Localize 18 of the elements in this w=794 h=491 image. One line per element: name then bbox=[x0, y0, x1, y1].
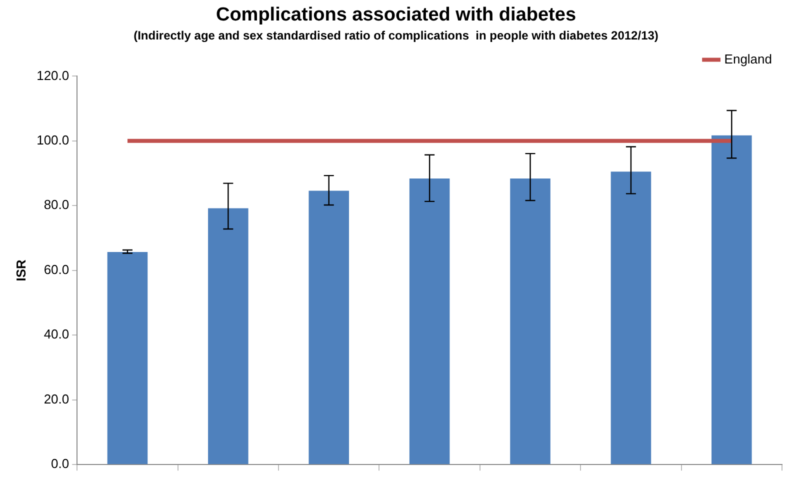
y-tick-label: 60.0 bbox=[44, 262, 70, 277]
y-tick-label: 20.0 bbox=[44, 391, 70, 406]
y-tick-label: 80.0 bbox=[44, 197, 70, 212]
y-tick-label: 120.0 bbox=[36, 68, 70, 83]
bar bbox=[610, 172, 652, 464]
bar bbox=[107, 252, 148, 464]
legend-label: England bbox=[724, 51, 772, 66]
y-tick-label: 0.0 bbox=[51, 456, 70, 472]
chart-subtitle: (Indirectly age and sex standardised ratio of complications in people with diabetes 2012/13) bbox=[134, 28, 658, 42]
y-tick-label: 100.0 bbox=[36, 132, 70, 148]
bar bbox=[510, 178, 550, 464]
bar bbox=[208, 208, 248, 464]
bar bbox=[712, 135, 752, 464]
bar bbox=[308, 190, 350, 464]
bar bbox=[409, 178, 450, 464]
y-axis-title: ISR bbox=[13, 258, 28, 282]
chart-title: Complications associated with diabetes bbox=[216, 4, 576, 26]
y-tick-label: 40.0 bbox=[44, 326, 70, 342]
